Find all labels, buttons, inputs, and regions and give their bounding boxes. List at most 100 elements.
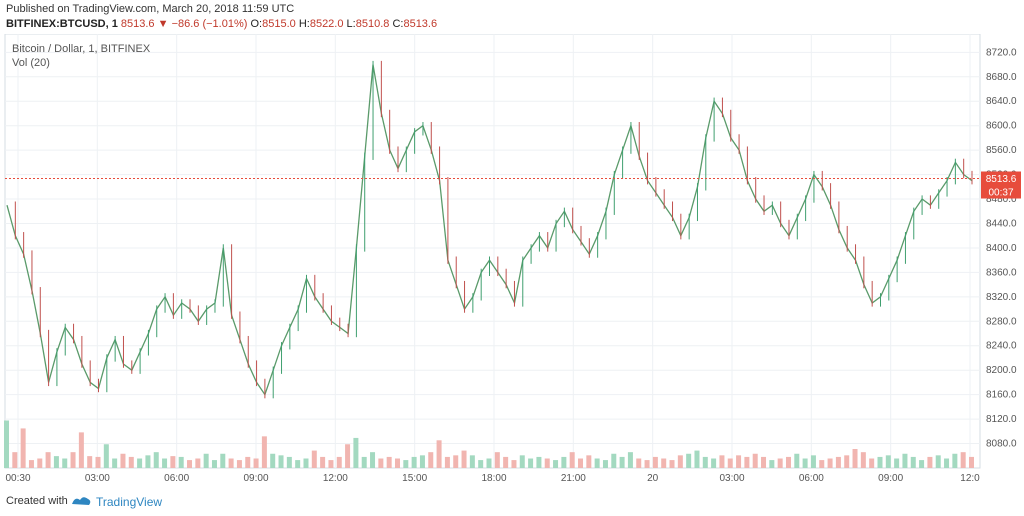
y-tick-label: 8720.0	[986, 47, 1017, 58]
volume-bar	[45, 452, 51, 468]
close-label: C:	[392, 18, 404, 30]
volume-bar	[694, 450, 700, 468]
volume-bar	[669, 460, 675, 468]
y-tick-label: 8360.0	[986, 267, 1017, 278]
volume-bar	[910, 456, 916, 468]
tradingview-brand: TradingView	[96, 495, 163, 509]
volume-bar	[37, 458, 43, 468]
volume-bar	[370, 452, 376, 468]
volume-bar	[503, 456, 509, 468]
volume-bar	[411, 456, 417, 468]
price-axis: 8720.08680.08640.08600.08560.08520.08480…	[986, 47, 1017, 449]
volume-bar	[919, 460, 925, 468]
symbol-label: BITFINEX:BTCUSD, 1	[6, 18, 118, 30]
volume-bar	[128, 456, 134, 468]
last-price-marker: 8513.6 00:37	[981, 171, 1021, 199]
volume-bar	[103, 444, 109, 468]
volume-bar	[295, 460, 301, 468]
x-tick-label: 06:00	[164, 473, 189, 484]
x-tick-label: 00:30	[5, 473, 30, 484]
volume-bar	[20, 428, 26, 468]
volume-bar	[228, 458, 234, 468]
volume-bar	[553, 460, 559, 468]
volume-bar	[145, 455, 151, 468]
volume-bar	[777, 458, 783, 468]
down-arrow-icon: ▼	[157, 18, 169, 30]
volume-bar	[844, 455, 850, 468]
open-value: 8515.0	[262, 18, 296, 30]
x-tick-label: 15:00	[402, 473, 427, 484]
countdown-box	[981, 185, 1021, 199]
volume-bar	[137, 458, 143, 468]
countdown-label: 00:37	[988, 188, 1013, 199]
volume-bar	[528, 458, 534, 468]
volume-bar	[328, 460, 334, 468]
created-with-label: Created with	[6, 495, 68, 507]
volume-bar	[320, 456, 326, 468]
volume-bar	[478, 460, 484, 468]
volume-bar	[494, 452, 500, 468]
y-tick-label: 8480.0	[986, 194, 1017, 205]
volume-bar	[885, 455, 891, 468]
volume-bar	[444, 456, 450, 468]
volume-bar	[686, 453, 692, 468]
volume-bar	[894, 458, 900, 468]
volume-bar	[769, 460, 775, 468]
volume-bar	[28, 460, 34, 468]
volume-bar	[935, 455, 941, 468]
y-tick-label: 8160.0	[986, 390, 1017, 401]
volume-bar	[336, 456, 342, 468]
volume-bar	[78, 432, 84, 468]
y-tick-label: 8120.0	[986, 414, 1017, 425]
volume-bar	[636, 458, 642, 468]
volume-bar	[677, 455, 683, 468]
grid	[5, 34, 980, 468]
volume-bar	[619, 456, 625, 468]
volume-bar	[611, 453, 617, 468]
volume-bar	[345, 444, 351, 468]
x-tick-label: 20	[647, 473, 659, 484]
volume-bar	[469, 455, 475, 468]
volume-bar	[761, 456, 767, 468]
x-tick-label: 12:0	[960, 473, 980, 484]
price-chart[interactable]: 8720.08680.08640.08600.08560.08520.08480…	[0, 34, 1024, 488]
x-tick-label: 09:00	[878, 473, 903, 484]
volume-bar	[486, 458, 492, 468]
volume-bar	[810, 455, 816, 468]
open-label: O:	[250, 18, 263, 30]
volume-bar	[220, 453, 226, 468]
y-tick-label: 8280.0	[986, 316, 1017, 327]
volume-bar	[170, 456, 176, 468]
volume-bar	[569, 452, 575, 468]
volume-bar	[261, 436, 267, 468]
close-value: 8513.6	[403, 18, 438, 30]
volume-bar	[178, 456, 184, 468]
volume-bar	[419, 455, 425, 468]
chart-header: Published on TradingView.com, March 20, …	[0, 0, 1024, 36]
volume-bar	[944, 458, 950, 468]
x-tick-label: 09:00	[243, 473, 268, 484]
tradingview-logo-icon	[72, 497, 91, 505]
volume-bar	[87, 456, 93, 468]
volume-bar	[627, 452, 633, 468]
volume-bars	[4, 420, 974, 468]
volume-bar	[578, 458, 584, 468]
volume-bar	[877, 456, 883, 468]
y-tick-label: 8080.0	[986, 439, 1017, 450]
y-tick-label: 8440.0	[986, 218, 1017, 229]
volume-bar	[378, 458, 384, 468]
volume-bar	[511, 460, 517, 468]
volume-bar	[353, 437, 359, 468]
y-tick-label: 8240.0	[986, 341, 1017, 352]
volume-bar	[361, 456, 367, 468]
y-tick-label: 8320.0	[986, 292, 1017, 303]
volume-bar	[253, 458, 259, 468]
x-tick-label: 03:00	[719, 473, 744, 484]
volume-bar	[286, 456, 292, 468]
volume-bar	[153, 452, 159, 468]
volume-bar	[860, 452, 866, 468]
low-value: 8510.8	[355, 18, 390, 30]
volume-bar	[236, 460, 242, 468]
volume-bar	[960, 452, 966, 468]
volume-bar	[4, 420, 9, 468]
